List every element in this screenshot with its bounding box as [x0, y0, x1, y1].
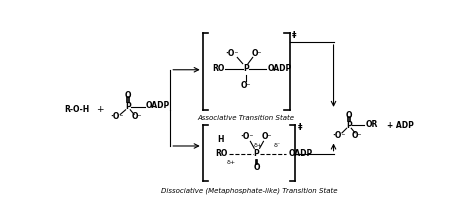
Text: O⁻: O⁻: [131, 112, 142, 121]
Text: ‡: ‡: [297, 123, 302, 132]
Text: O⁻: O⁻: [351, 131, 362, 140]
Text: Dissociative (Metaphosphate-like) Transition State: Dissociative (Metaphosphate-like) Transi…: [160, 187, 337, 194]
Text: + ADP: + ADP: [388, 121, 414, 130]
Text: H: H: [217, 135, 224, 144]
Text: ·O⁻: ·O⁻: [332, 131, 346, 140]
Text: P: P: [125, 102, 131, 111]
Text: OADP: OADP: [146, 101, 170, 111]
Text: OADP: OADP: [267, 64, 292, 73]
Text: ·O⁻: ·O⁻: [225, 49, 238, 58]
Text: ‡: ‡: [292, 31, 296, 40]
Text: δ+: δ+: [227, 161, 236, 165]
Text: O⁻: O⁻: [252, 49, 262, 58]
Text: OR: OR: [366, 120, 378, 129]
Text: Associative Transition State: Associative Transition State: [197, 115, 294, 121]
Text: O: O: [125, 91, 131, 100]
Text: δ⁻: δ⁻: [274, 143, 281, 148]
Text: ·O⁻: ·O⁻: [241, 132, 254, 141]
Text: O: O: [253, 163, 260, 172]
Text: OADP: OADP: [289, 149, 313, 158]
Text: RO: RO: [216, 149, 228, 158]
Text: O: O: [346, 111, 352, 120]
Text: O⁻: O⁻: [262, 132, 272, 141]
Text: R-O-H: R-O-H: [64, 105, 89, 114]
Text: +: +: [96, 105, 103, 114]
Text: P: P: [346, 121, 352, 130]
Text: O⁻: O⁻: [241, 81, 251, 90]
Text: P: P: [243, 64, 249, 73]
Text: ·O⁻: ·O⁻: [110, 112, 124, 121]
Text: RO: RO: [212, 64, 224, 73]
Text: δ+: δ+: [253, 143, 262, 148]
Text: P: P: [253, 149, 260, 158]
